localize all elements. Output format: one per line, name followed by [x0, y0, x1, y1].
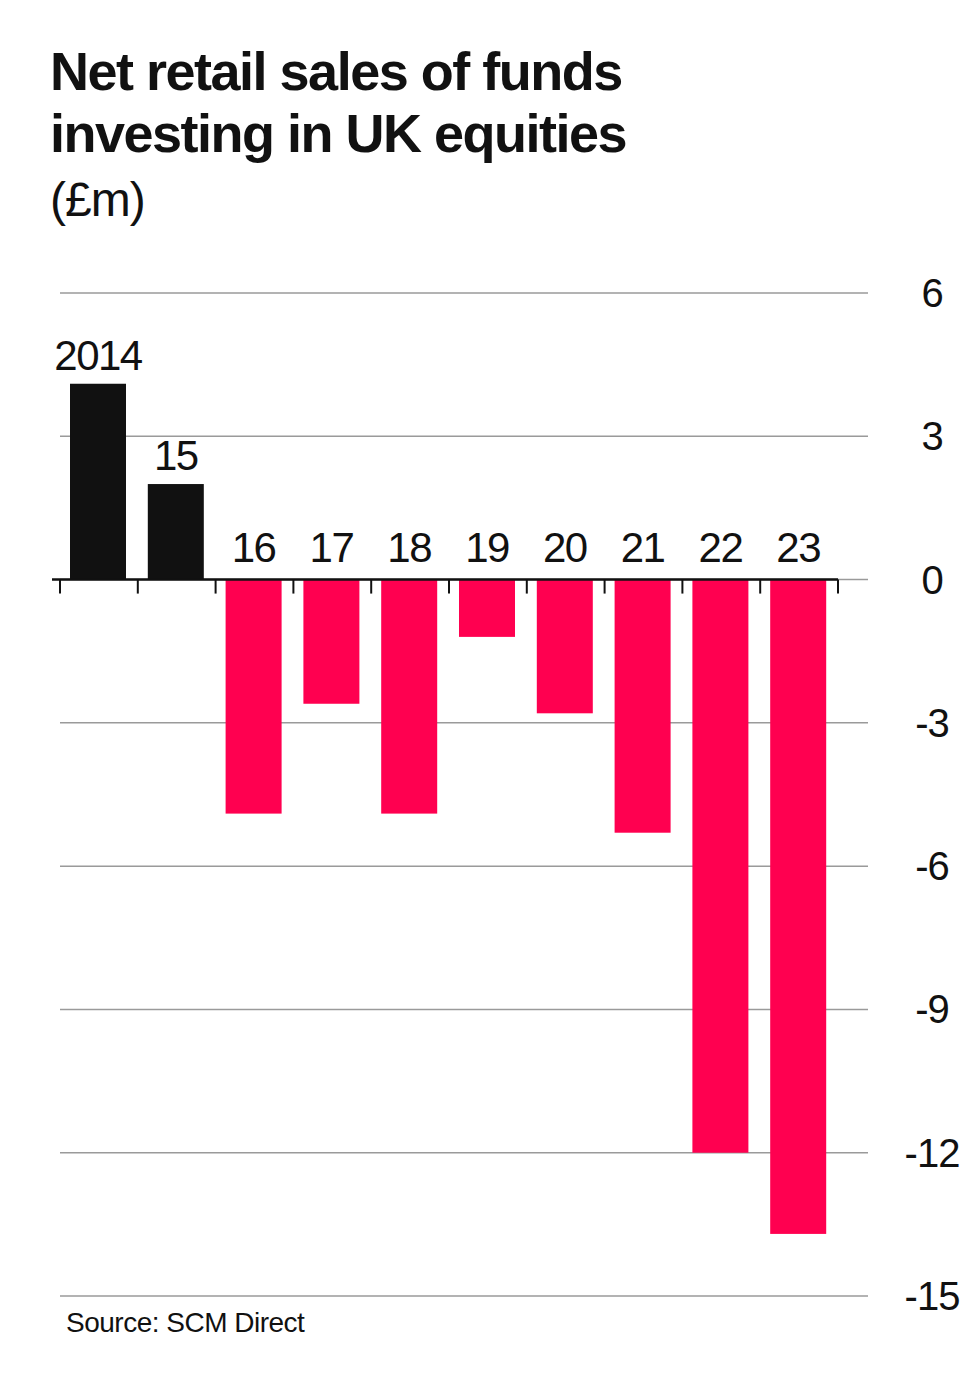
bar — [537, 580, 593, 714]
category-label: 20 — [543, 524, 587, 571]
grid-line — [60, 1295, 868, 1297]
grid-line — [60, 292, 868, 294]
category-tick — [448, 580, 450, 594]
source: Source: SCM Direct — [66, 1307, 305, 1338]
category-tick — [526, 580, 528, 594]
tick-label: -3 — [915, 701, 949, 745]
tick-label: -9 — [915, 987, 949, 1031]
category-label: 2014 — [54, 332, 143, 379]
chart: -15 -12 -9 -6 -3 0 3 6 2014 15 16 17 18 19 20 21 22 23 Sou… — [0, 0, 960, 1375]
subtitle: (£m) — [50, 172, 145, 227]
category-tick — [215, 580, 217, 594]
bar — [70, 384, 126, 580]
category-label: 16 — [232, 524, 276, 571]
bar — [692, 580, 748, 1153]
bar — [148, 484, 204, 580]
bar — [770, 580, 826, 1234]
category-tick — [292, 580, 294, 594]
category-label: 22 — [699, 524, 743, 571]
bar — [459, 580, 515, 637]
category-label: 21 — [621, 524, 665, 571]
tick-label: -12 — [905, 1131, 960, 1175]
category-tick — [59, 580, 61, 594]
bar — [615, 580, 671, 833]
category-tick — [370, 580, 372, 594]
category-tick — [837, 580, 839, 594]
category-label: 17 — [310, 524, 354, 571]
bar — [226, 580, 282, 814]
bar — [381, 580, 437, 814]
category-label: 19 — [465, 524, 509, 571]
tick-label: 0 — [921, 558, 942, 602]
category-label: 23 — [776, 524, 820, 571]
bar — [303, 580, 359, 704]
category-label: 15 — [154, 432, 198, 479]
title: Net retail sales of funds investing in U… — [50, 40, 830, 164]
tick-label: -15 — [905, 1274, 960, 1318]
category-tick — [604, 580, 606, 594]
tick-label: 3 — [921, 414, 942, 458]
zero-axis — [52, 578, 838, 581]
category-tick — [137, 580, 139, 594]
category-tick — [681, 580, 683, 594]
category-label: 18 — [387, 524, 431, 571]
bars — [70, 384, 826, 1234]
tick-label: -6 — [915, 844, 949, 888]
tick-label: 6 — [921, 271, 942, 315]
category-tick — [759, 580, 761, 594]
